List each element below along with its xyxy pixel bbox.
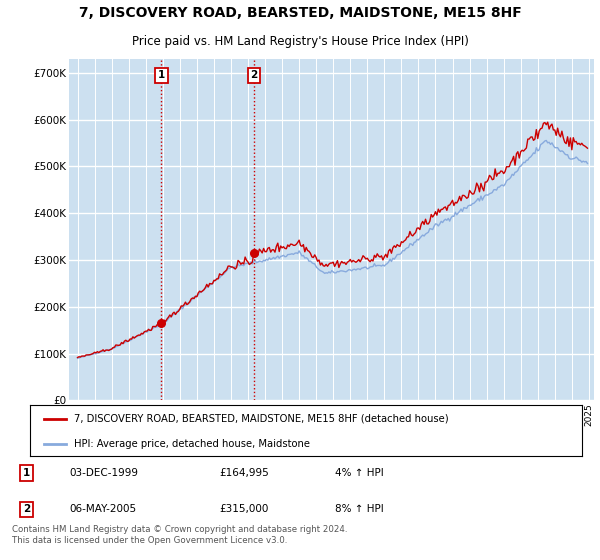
Text: HPI: Average price, detached house, Maidstone: HPI: Average price, detached house, Maid… <box>74 438 310 449</box>
Text: 1: 1 <box>23 468 30 478</box>
Text: £164,995: £164,995 <box>220 468 269 478</box>
Text: Contains HM Land Registry data © Crown copyright and database right 2024.
This d: Contains HM Land Registry data © Crown c… <box>12 525 347 545</box>
Text: 1: 1 <box>158 70 165 80</box>
Text: £315,000: £315,000 <box>220 505 269 515</box>
Text: 2: 2 <box>250 70 257 80</box>
Text: 7, DISCOVERY ROAD, BEARSTED, MAIDSTONE, ME15 8HF: 7, DISCOVERY ROAD, BEARSTED, MAIDSTONE, … <box>79 6 521 20</box>
Text: 8% ↑ HPI: 8% ↑ HPI <box>335 505 383 515</box>
Text: 03-DEC-1999: 03-DEC-1999 <box>70 468 139 478</box>
Text: 7, DISCOVERY ROAD, BEARSTED, MAIDSTONE, ME15 8HF (detached house): 7, DISCOVERY ROAD, BEARSTED, MAIDSTONE, … <box>74 414 449 424</box>
Text: 2: 2 <box>23 505 30 515</box>
Text: Price paid vs. HM Land Registry's House Price Index (HPI): Price paid vs. HM Land Registry's House … <box>131 35 469 48</box>
Text: 4% ↑ HPI: 4% ↑ HPI <box>335 468 383 478</box>
Text: 06-MAY-2005: 06-MAY-2005 <box>70 505 137 515</box>
